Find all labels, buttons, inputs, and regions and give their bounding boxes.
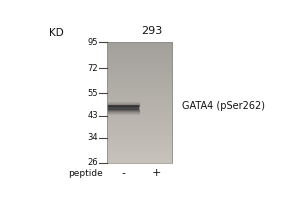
Text: 72: 72 (87, 64, 98, 73)
Text: -: - (122, 168, 125, 178)
Text: 43: 43 (87, 111, 98, 120)
Text: +: + (152, 168, 161, 178)
Text: KD: KD (49, 28, 64, 38)
Text: 26: 26 (87, 158, 98, 167)
Text: peptide: peptide (68, 169, 103, 178)
FancyBboxPatch shape (108, 105, 139, 110)
Text: 55: 55 (88, 89, 98, 98)
Text: 34: 34 (87, 133, 98, 142)
Text: GATA4 (pSer262): GATA4 (pSer262) (182, 101, 265, 111)
Bar (107, 42, 172, 163)
Text: 95: 95 (88, 38, 98, 47)
Text: 293: 293 (141, 26, 162, 36)
